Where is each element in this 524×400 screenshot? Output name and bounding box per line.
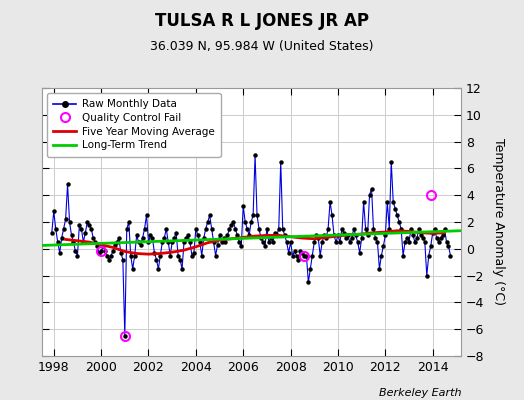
Legend: Raw Monthly Data, Quality Control Fail, Five Year Moving Average, Long-Term Tren: Raw Monthly Data, Quality Control Fail, … <box>47 93 221 157</box>
Text: 36.039 N, 95.984 W (United States): 36.039 N, 95.984 W (United States) <box>150 40 374 53</box>
Y-axis label: Temperature Anomaly (°C): Temperature Anomaly (°C) <box>493 138 505 306</box>
Text: Berkeley Earth: Berkeley Earth <box>379 388 461 398</box>
Text: TULSA R L JONES JR AP: TULSA R L JONES JR AP <box>155 12 369 30</box>
